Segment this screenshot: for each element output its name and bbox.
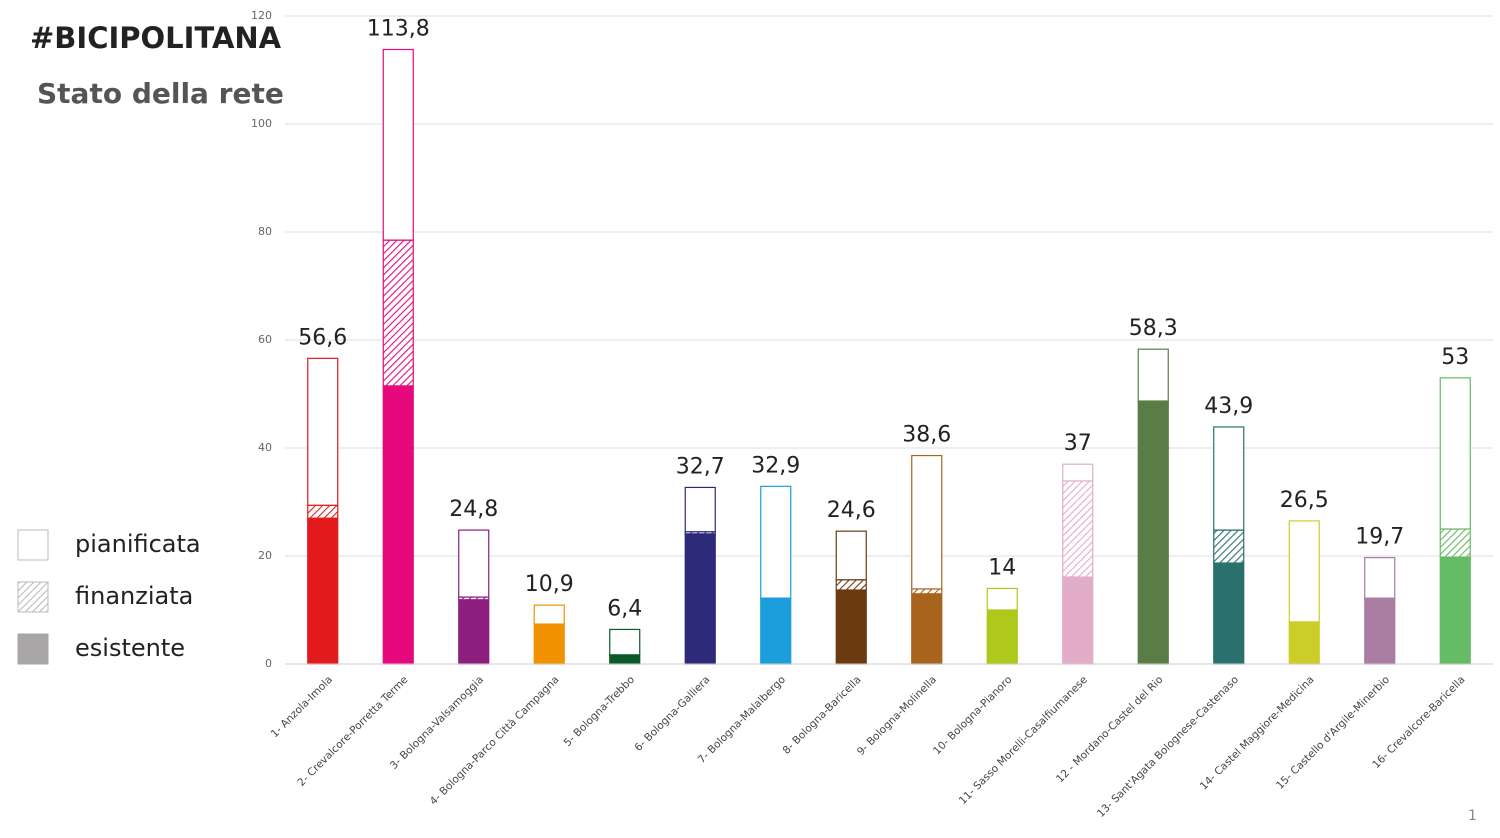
bar-segment: [1364, 597, 1396, 665]
bar-segment: [684, 486, 716, 533]
total-label: 58,3: [1129, 316, 1178, 341]
bar-segment: [986, 609, 1018, 665]
legend-swatch: [17, 529, 49, 561]
bar-segment: [760, 597, 792, 665]
bar-segment: [382, 48, 414, 241]
total-label: 32,7: [676, 454, 725, 479]
y-tick-label: 40: [258, 441, 272, 454]
bar-segment: [760, 485, 792, 599]
x-tick-label: 7- Bologna-Malalbergo: [696, 674, 788, 766]
bar-segment: [835, 530, 867, 581]
y-tick-label: 80: [258, 225, 272, 238]
bar-segment: [1137, 400, 1169, 665]
y-tick-label: 0: [265, 657, 272, 670]
bar-segment: [1062, 480, 1094, 578]
bar-segment: [986, 587, 1018, 611]
x-tick-label: 4- Bologna-Parco Città Campagna: [428, 674, 562, 808]
bar-segment: [533, 623, 565, 665]
total-label: 53: [1441, 345, 1469, 370]
bar-segment: [911, 588, 943, 595]
bar-segment: [1062, 576, 1094, 665]
bar-segment: [307, 357, 339, 506]
bar-segment: [1213, 529, 1245, 564]
bar-segment: [1213, 562, 1245, 665]
bar-segment: [1062, 463, 1094, 482]
bar-segment: [307, 504, 339, 519]
total-label: 113,8: [367, 16, 430, 41]
legend-swatch: [17, 581, 49, 613]
x-tick-label: 9- Bologna-Molinella: [855, 674, 939, 758]
total-label: 19,7: [1355, 525, 1404, 550]
legend-label: finanziata: [75, 582, 193, 610]
bar-segment: [1439, 377, 1471, 530]
total-label: 24,8: [449, 497, 498, 522]
bar-segment: [911, 454, 943, 590]
total-label: 14: [988, 555, 1016, 580]
bar-segment: [684, 533, 716, 665]
brand: #BICIPOLITANA: [30, 21, 282, 55]
x-tick-label: 10- Bologna-Pianoro: [931, 674, 1014, 757]
bar-segment: [609, 628, 641, 656]
bar-segment: [458, 599, 490, 665]
y-tick-label: 60: [258, 333, 272, 346]
total-label: 26,5: [1280, 488, 1329, 513]
bar-segment: [1439, 556, 1471, 665]
y-tick-label: 20: [258, 549, 272, 562]
total-label: 56,6: [298, 325, 347, 350]
bar-segment: [1137, 348, 1169, 402]
bar-segment: [835, 579, 867, 591]
bar-segment: [458, 529, 490, 598]
bar-segment: [1288, 621, 1320, 665]
bar-segment: [382, 385, 414, 665]
total-label: 37: [1064, 431, 1092, 456]
legend-label: esistente: [75, 634, 185, 662]
total-label: 43,9: [1204, 394, 1253, 419]
chart-title: Stato della rete: [37, 77, 284, 110]
bar-segment: [1364, 557, 1396, 599]
bar-segment: [533, 604, 565, 625]
bar-segment: [307, 517, 339, 665]
x-tick-label: 1- Anzola-Imola: [269, 674, 335, 740]
y-tick-label: 100: [251, 117, 272, 130]
bar-segment: [382, 239, 414, 387]
legend-label: pianificata: [75, 530, 201, 558]
total-label: 6,4: [607, 596, 642, 621]
total-label: 32,9: [751, 453, 800, 478]
x-tick-label: 13- Sant'Agata Bolognese-Castenaso: [1095, 674, 1241, 820]
total-label: 24,6: [827, 498, 876, 523]
x-tick-label: 11- Sasso Morelli-Casalfiumanese: [957, 674, 1090, 807]
bar-segment: [609, 654, 641, 665]
x-tick-label: 5- Bologna-Trebbo: [562, 674, 637, 749]
total-label: 38,6: [902, 423, 951, 448]
legend-swatch: [17, 633, 49, 665]
total-label: 10,9: [525, 572, 574, 597]
y-tick-label: 120: [251, 9, 272, 22]
x-tick-label: 6- Bologna-Galliera: [632, 674, 712, 754]
bar-segment: [1288, 520, 1320, 623]
bar-segment: [835, 589, 867, 665]
bar-segment: [1213, 426, 1245, 531]
x-tick-label: 8- Bologna-Baricella: [781, 674, 864, 757]
bar-segment: [911, 593, 943, 665]
page-number: 1: [1468, 808, 1477, 824]
bar-segment: [1439, 528, 1471, 558]
